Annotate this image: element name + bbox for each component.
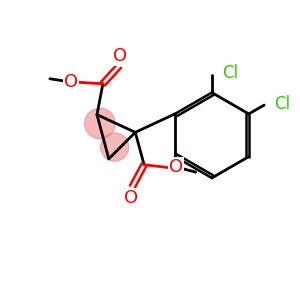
Text: O: O: [64, 73, 78, 91]
Text: O: O: [169, 158, 183, 176]
Circle shape: [100, 133, 129, 161]
Text: Cl: Cl: [222, 64, 238, 82]
Text: O: O: [124, 189, 138, 207]
Circle shape: [85, 108, 115, 139]
Text: O: O: [113, 47, 128, 65]
Text: Cl: Cl: [274, 94, 290, 112]
